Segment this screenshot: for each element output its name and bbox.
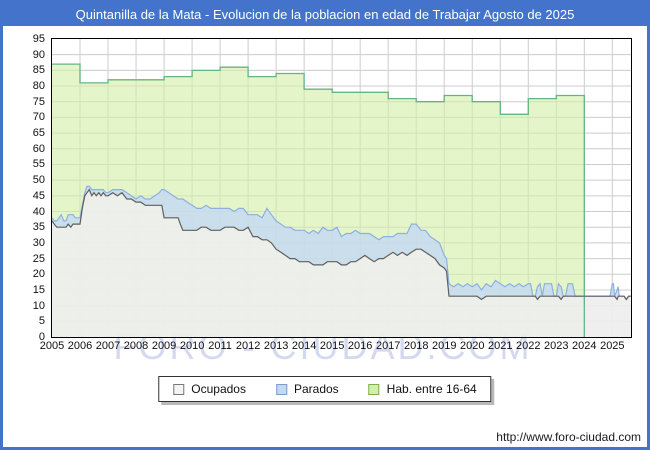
y-tick-label: 70 [32, 111, 45, 124]
y-tick-label: 25 [32, 252, 45, 265]
y-tick-label: 30 [32, 236, 45, 249]
legend-label: Hab. entre 16-64 [386, 382, 477, 396]
x-tick-label: 2016 [347, 340, 373, 352]
legend-label: Ocupados [191, 382, 246, 396]
legend-item-hab: Hab. entre 16-64 [368, 382, 477, 396]
parados-swatch-icon [275, 383, 287, 395]
y-tick-label: 10 [32, 299, 45, 312]
hab-16-64-swatch-icon [368, 383, 380, 395]
x-tick-label: 2009 [151, 340, 177, 352]
x-tick-label: 2008 [123, 340, 149, 352]
y-tick-label: 90 [32, 48, 45, 61]
source-url: http://www.foro-ciudad.com [496, 430, 641, 444]
y-tick-label: 20 [32, 268, 45, 281]
y-tick-label: 0 [38, 331, 45, 343]
x-tick-label: 2012 [235, 340, 261, 352]
y-tick-label: 85 [32, 64, 45, 77]
y-tick-label: 5 [38, 315, 45, 328]
chart-content: FORO - CIUDAD.COM 0 5 10 15 20 25 30 35 40 45 50 55… [3, 26, 647, 447]
x-tick-label: 2005 [39, 340, 65, 352]
chart-legend: Ocupados Parados Hab. entre 16-64 [158, 376, 492, 402]
x-tick-label: 2018 [403, 340, 429, 352]
y-tick-label: 55 [32, 158, 45, 171]
ocupados-swatch-icon [173, 383, 185, 395]
legend-label: Parados [293, 382, 339, 396]
y-tick-label: 75 [32, 95, 45, 108]
x-tick-label: 2011 [208, 340, 232, 352]
x-tick-label: 2010 [179, 340, 205, 352]
y-tick-label: 35 [32, 221, 45, 234]
y-tick-label: 50 [32, 174, 45, 187]
x-tick-label: 2017 [375, 340, 401, 352]
legend-item-ocupados: Ocupados [173, 382, 246, 396]
y-tick-label: 15 [32, 283, 45, 296]
chart-plot [51, 38, 632, 338]
x-tick-label: 2014 [291, 340, 317, 352]
x-tick-label: 2007 [95, 340, 121, 352]
x-tick-label: 2023 [544, 340, 569, 352]
x-tick-label: 2019 [431, 340, 457, 352]
legend-item-parados: Parados [275, 382, 339, 396]
x-tick-label: 2013 [263, 340, 289, 352]
x-tick-label: 2022 [516, 340, 541, 352]
y-tick-label: 60 [32, 142, 45, 155]
x-tick-label: 2020 [459, 340, 485, 352]
x-tick-label: 2021 [488, 340, 513, 352]
x-tick-label: 2006 [67, 340, 93, 352]
x-tick-label: 2024 [572, 340, 597, 352]
chart-title: Quintanilla de la Mata - Evolucion de la… [3, 3, 647, 26]
y-tick-label: 45 [32, 189, 45, 202]
x-tick-label: 2025 [600, 340, 625, 352]
y-tick-label: 80 [32, 80, 45, 93]
y-tick-label: 65 [32, 127, 45, 140]
y-tick-label: 95 [32, 33, 45, 45]
x-tick-label: 2015 [319, 340, 345, 352]
y-tick-label: 40 [32, 205, 45, 218]
